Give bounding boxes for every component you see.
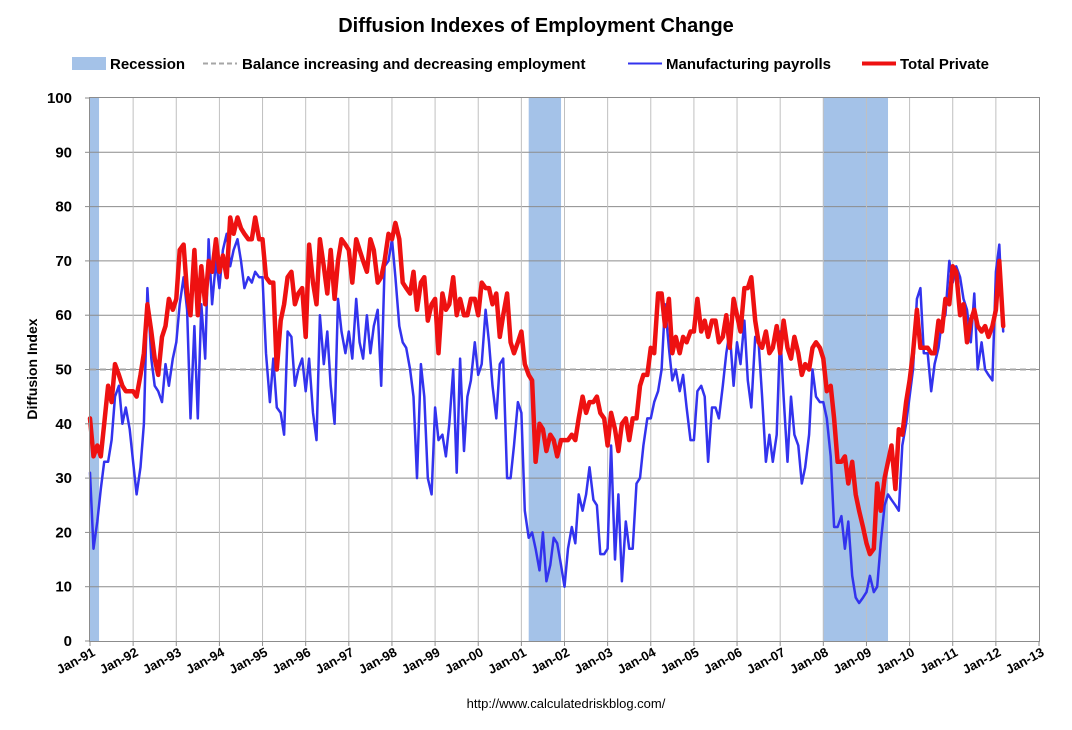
series-manufacturing-payrolls — [88, 232, 1005, 605]
y-tick-label: 40 — [55, 416, 72, 433]
x-tick-label: Jan-11 — [917, 644, 960, 676]
legend-recession-label: Recession — [110, 56, 185, 73]
y-tick-label: 20 — [55, 524, 72, 541]
x-tick-label: Jan-01 — [485, 644, 528, 677]
y-tick-label: 0 — [64, 633, 72, 650]
y-tick-label: 30 — [55, 470, 72, 487]
x-tick-label: Jan-12 — [960, 644, 1003, 677]
y-tick-label: 10 — [55, 579, 72, 596]
legend: Recession Balance increasing and decreas… — [72, 56, 989, 73]
y-axis-label: Diffusion Index — [24, 318, 40, 419]
x-tick-label: Jan-00 — [442, 644, 485, 677]
y-axis: 0 10 20 30 40 50 60 70 80 90 100 — [47, 90, 90, 650]
legend-recession-swatch — [72, 57, 106, 70]
x-tick-label: Jan-07 — [744, 644, 787, 677]
x-tick-label: Jan-06 — [701, 644, 744, 677]
x-tick-label: Jan-93 — [140, 644, 183, 677]
x-tick-label: Jan-09 — [830, 644, 873, 677]
y-tick-label: 70 — [55, 253, 72, 270]
legend-total-private-label: Total Private — [900, 56, 989, 73]
chart-title: Diffusion Indexes of Employment Change — [338, 15, 734, 37]
x-tick-label: Jan-13 — [1003, 644, 1046, 677]
source-credit: http://www.calculatedriskblog.com/ — [467, 696, 666, 711]
series-lines — [87, 215, 1006, 605]
x-tick-label: Jan-96 — [270, 644, 313, 677]
x-tick-label: Jan-91 — [54, 644, 97, 677]
x-tick-label: Jan-08 — [787, 644, 830, 677]
legend-balance-label: Balance increasing and decreasing employ… — [242, 56, 585, 73]
x-tick-label: Jan-10 — [874, 644, 917, 677]
x-tick-label: Jan-05 — [658, 644, 701, 677]
y-tick-label: 100 — [47, 90, 72, 107]
x-tick-label: Jan-02 — [528, 644, 571, 677]
x-tick-label: Jan-03 — [572, 644, 615, 677]
x-tick-label: Jan-99 — [399, 644, 442, 677]
legend-manufacturing-label: Manufacturing payrolls — [666, 56, 831, 73]
x-tick-label: Jan-98 — [356, 644, 399, 677]
series-total-private — [87, 215, 1006, 557]
x-tick-label: Jan-94 — [183, 644, 227, 677]
y-tick-label: 90 — [55, 144, 72, 161]
x-tick-label: Jan-04 — [615, 644, 659, 677]
y-tick-label: 60 — [55, 307, 72, 324]
x-tick-label: Jan-92 — [97, 644, 140, 677]
x-tick-label: Jan-95 — [227, 644, 270, 677]
x-tick-label: Jan-97 — [313, 644, 356, 677]
y-tick-label: 50 — [55, 362, 72, 379]
y-tick-label: 80 — [55, 199, 72, 216]
x-axis: Jan-91 Jan-92 Jan-93 Jan-94 Jan-95 Jan-96 Jan-… — [54, 641, 1046, 677]
